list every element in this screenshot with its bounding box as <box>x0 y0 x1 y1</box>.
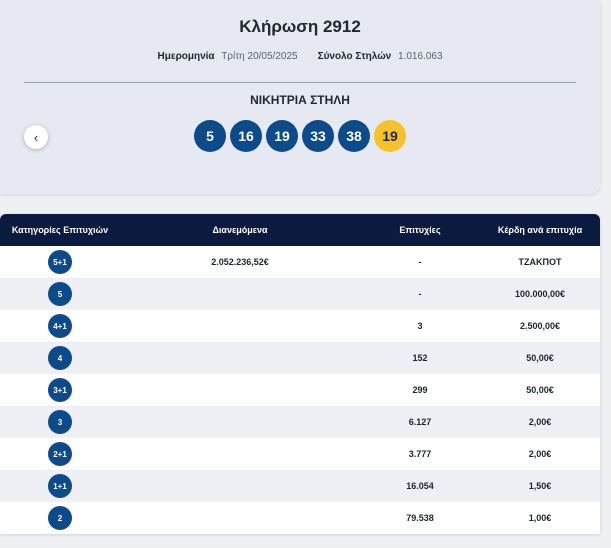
winners-cell: 16.054 <box>406 481 434 491</box>
category-badge: 3+1 <box>48 378 72 402</box>
number-ball: 5 <box>194 120 226 152</box>
prize-table: Κατηγορίες Επιτυχιών Διανεμόμενα Επιτυχί… <box>0 214 600 534</box>
divider <box>24 82 576 83</box>
number-ball: 38 <box>338 120 370 152</box>
table-row: 1+1 16.054 1,50€ <box>0 470 600 502</box>
category-cell: 5+1 <box>0 250 120 274</box>
table-row: 5 - 100.000,00€ <box>0 278 600 310</box>
category-cell: 4+1 <box>0 314 120 338</box>
winners-cell: 3 <box>417 321 423 331</box>
winners-cell: - <box>418 257 422 267</box>
header-prize: Κέρδη ανά επιτυχία <box>497 225 583 235</box>
prize-cell: ΤΖΑΚΠΟΤ <box>518 257 562 267</box>
category-cell: 3+1 <box>0 378 120 402</box>
columns-label: Σύνολο Στηλών <box>317 51 392 62</box>
category-badge: 2 <box>48 506 72 530</box>
draw-card: Κλήρωση 2912 Ημερομηνία Τρίτη 20/05/2025… <box>0 0 600 194</box>
winners-cell: 79.538 <box>406 513 434 523</box>
table-body: 5+1 2.052.236,52€ - ΤΖΑΚΠΟΤ 5 - 100.000,00€ 4+1… <box>0 246 600 534</box>
chevron-left-icon: ‹ <box>33 129 39 145</box>
winners-cell: 6.127 <box>408 417 432 427</box>
header-winners: Επιτυχίες <box>399 225 441 235</box>
prize-cell: 2,00€ <box>528 417 552 427</box>
total-columns: Σύνολο Στηλών 1.016.063 <box>318 51 443 62</box>
draw-date: Ημερομηνία Τρίτη 20/05/2025 <box>157 51 297 62</box>
winners-cell: 3.777 <box>408 449 432 459</box>
prize-cell: 1,50€ <box>528 481 552 491</box>
header-distributed: Διανεμόμενα <box>212 225 268 235</box>
winning-column-label: ΝΙΚΗΤΡΙΑ ΣΤΗΛΗ <box>250 93 350 107</box>
category-badge: 5 <box>48 282 72 306</box>
prize-cell: 50,00€ <box>526 385 554 395</box>
winners-cell: 299 <box>412 385 428 395</box>
draw-meta: Ημερομηνία Τρίτη 20/05/2025 Σύνολο Στηλώ… <box>0 51 600 62</box>
category-badge: 3 <box>48 410 72 434</box>
table-row: 5+1 2.052.236,52€ - ΤΖΑΚΠΟΤ <box>0 246 600 278</box>
draw-title: Κλήρωση 2912 <box>239 17 361 36</box>
previous-draw-button[interactable]: ‹ <box>24 125 48 149</box>
date-label: Ημερομηνία <box>157 51 215 62</box>
category-badge: 4+1 <box>48 314 72 338</box>
table-row: 3 6.127 2,00€ <box>0 406 600 438</box>
table-row: 3+1 299 50,00€ <box>0 374 600 406</box>
category-cell: 4 <box>0 346 120 370</box>
bonus-ball: 19 <box>374 120 406 152</box>
prize-cell: 2,00€ <box>528 449 552 459</box>
number-ball: 33 <box>302 120 334 152</box>
prize-cell: 2.500,00€ <box>519 321 561 331</box>
table-header: Κατηγορίες Επιτυχιών Διανεμόμενα Επιτυχί… <box>0 214 600 246</box>
category-badge: 2+1 <box>48 442 72 466</box>
date-value: Τρίτη 20/05/2025 <box>221 51 298 62</box>
category-badge: 1+1 <box>48 474 72 498</box>
prize-cell: 50,00€ <box>526 353 554 363</box>
prize-cell: 100.000,00€ <box>514 289 566 299</box>
table-row: 2 79.538 1,00€ <box>0 502 600 534</box>
prize-cell: 1,00€ <box>528 513 552 523</box>
category-cell: 2+1 <box>0 442 120 466</box>
number-ball: 19 <box>266 120 298 152</box>
table-row: 4 152 50,00€ <box>0 342 600 374</box>
header-category: Κατηγορίες Επιτυχιών <box>11 225 109 235</box>
winning-numbers: 5 16 19 33 38 19 <box>0 120 600 152</box>
table-row: 4+1 3 2.500,00€ <box>0 310 600 342</box>
category-cell: 1+1 <box>0 474 120 498</box>
category-badge: 4 <box>48 346 72 370</box>
category-cell: 5 <box>0 282 120 306</box>
distributed-cell: 2.052.236,52€ <box>211 257 269 267</box>
winners-cell: 152 <box>412 353 428 363</box>
columns-value: 1.016.063 <box>398 51 443 62</box>
category-badge: 5+1 <box>48 250 72 274</box>
category-cell: 2 <box>0 506 120 530</box>
category-cell: 3 <box>0 410 120 434</box>
number-ball: 16 <box>230 120 262 152</box>
table-row: 2+1 3.777 2,00€ <box>0 438 600 470</box>
winners-cell: - <box>418 289 422 299</box>
